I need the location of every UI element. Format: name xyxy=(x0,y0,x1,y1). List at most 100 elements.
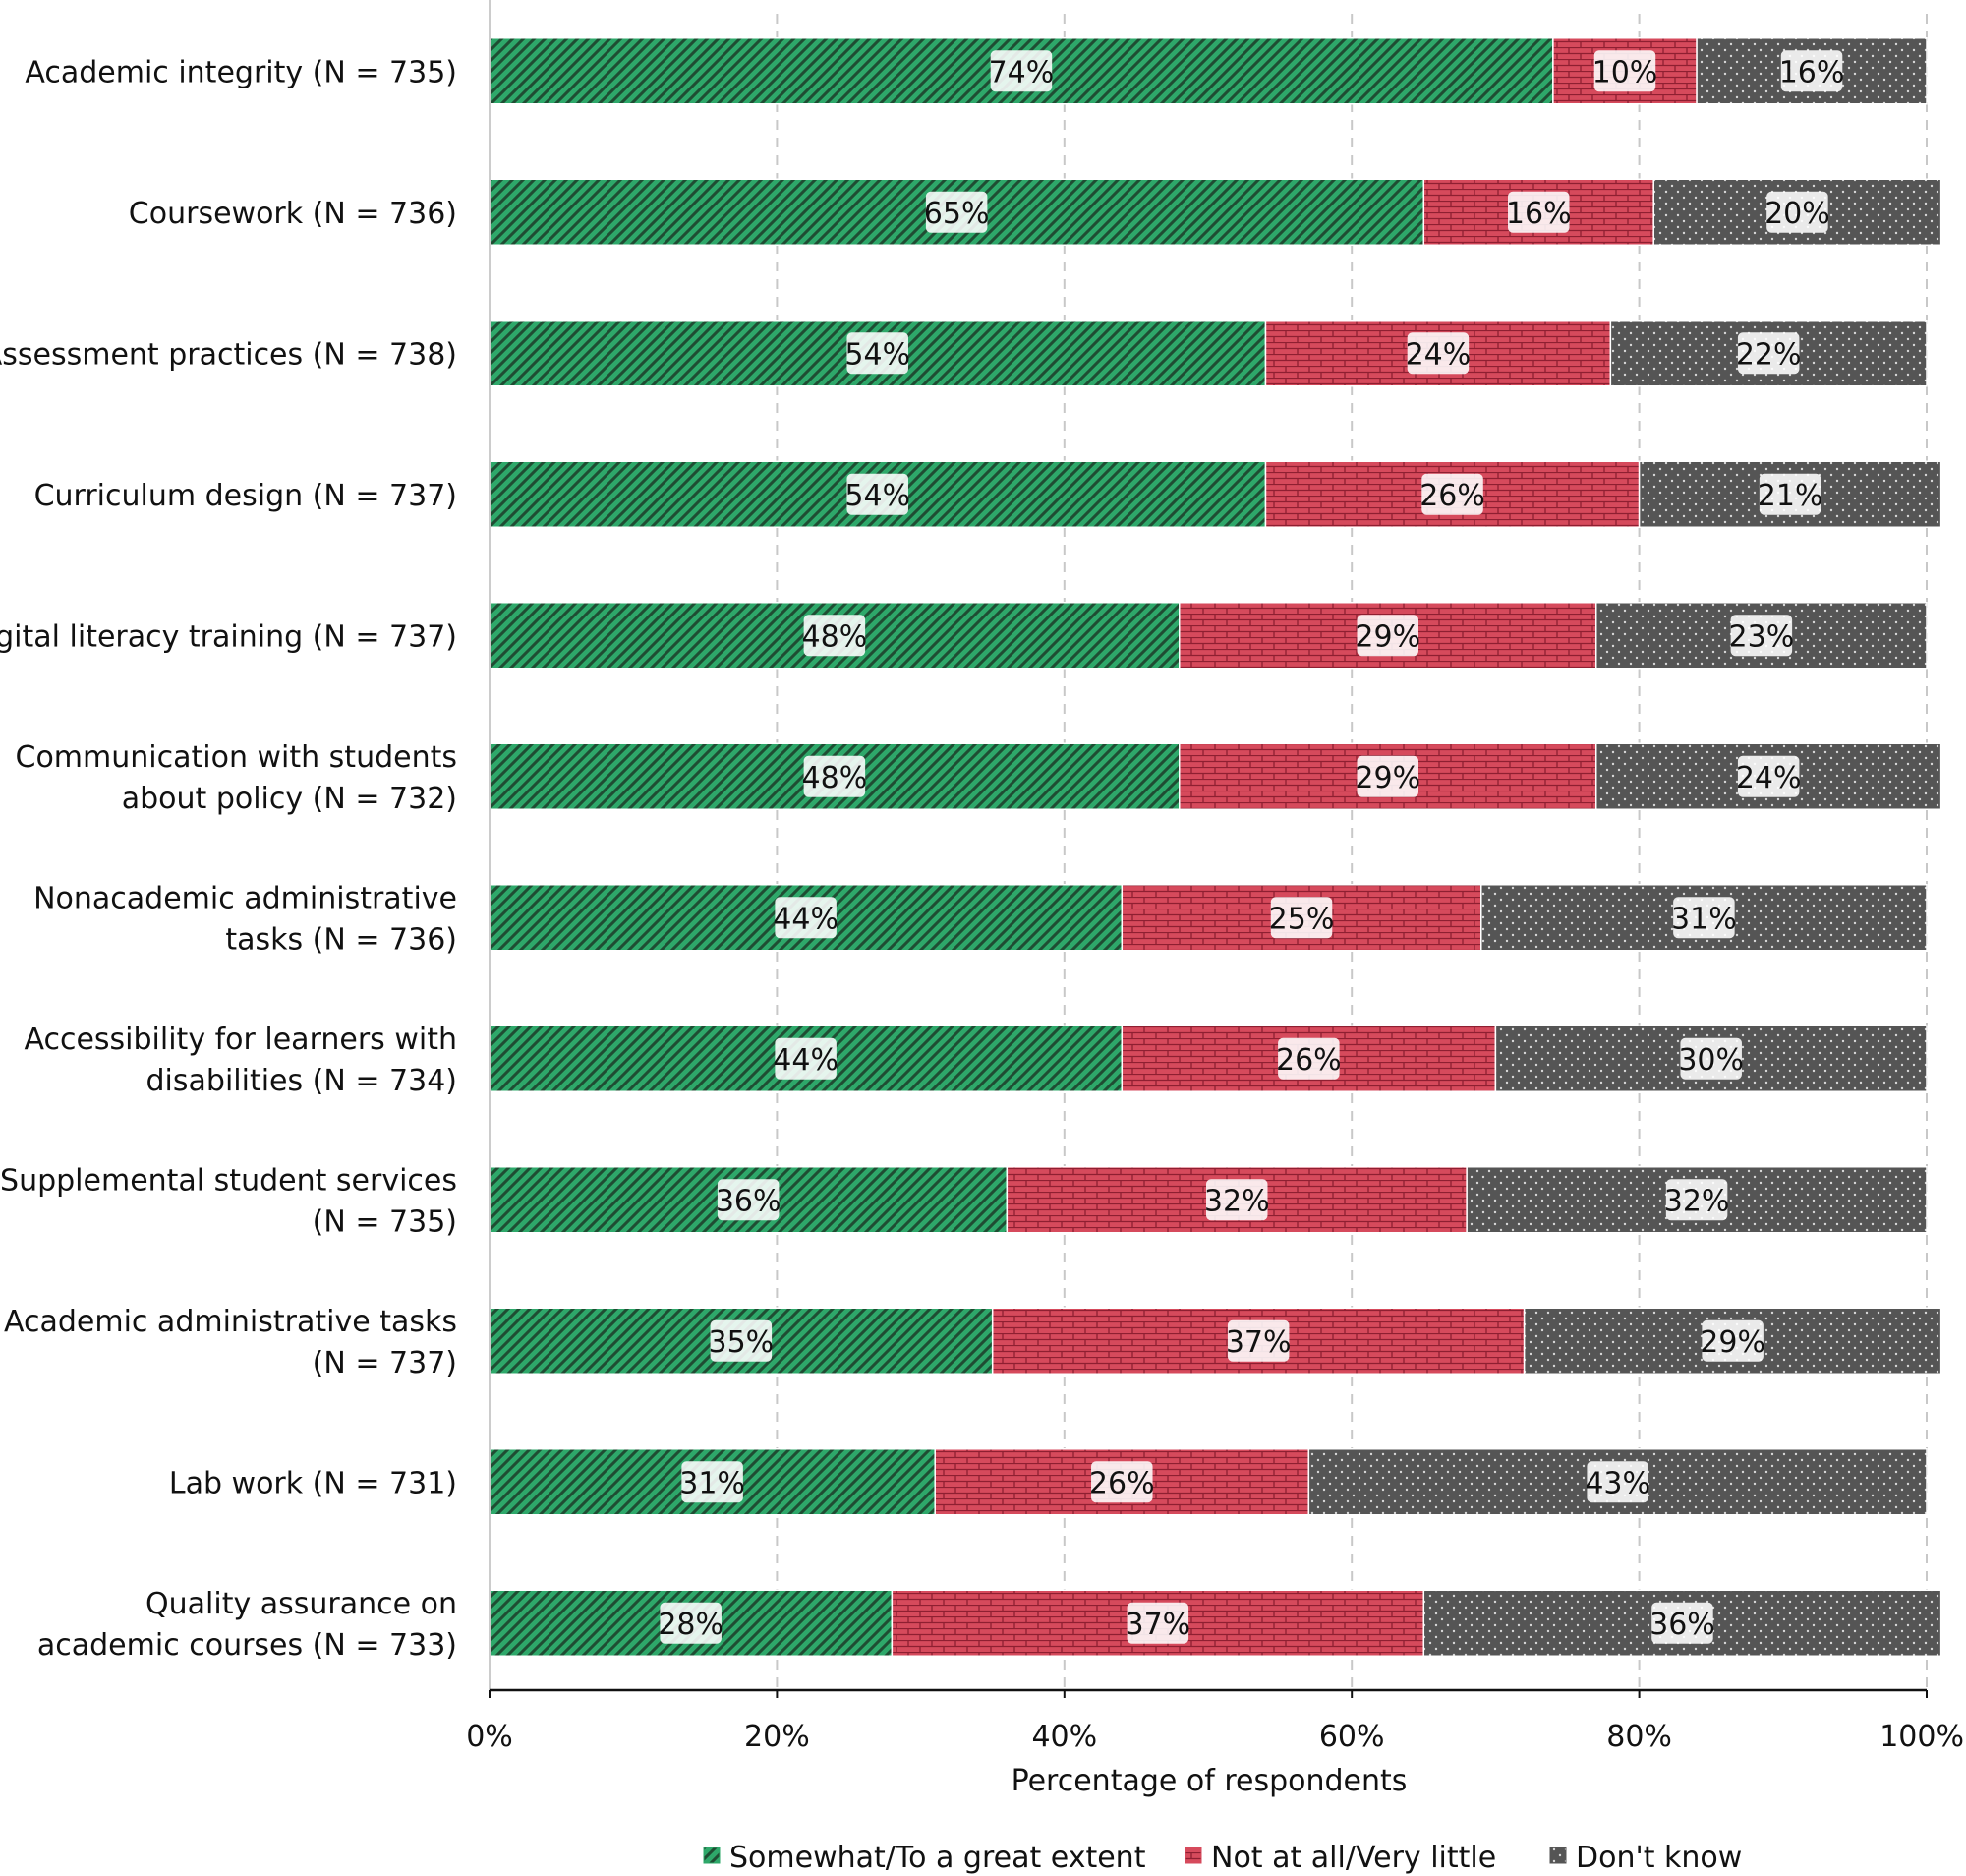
value-label: 16% xyxy=(1506,197,1572,231)
category-label: Curriculum design (N = 737) xyxy=(34,479,457,513)
value-labels: 74% 10% 16% 65% 16% 20% 54% 24% 22% 54% 26% 21% 48% 2… xyxy=(658,50,1844,1644)
category-label: Digital literacy training (N = 737) xyxy=(0,619,457,654)
value-label: 31% xyxy=(679,1466,745,1500)
value-label-box xyxy=(775,1037,837,1080)
value-label-box xyxy=(1680,1037,1742,1080)
value-label: 31% xyxy=(1671,902,1737,936)
value-label: 26% xyxy=(1276,1043,1342,1078)
x-tick-label: 40% xyxy=(1031,1720,1097,1754)
category-label: about policy (N = 732) xyxy=(122,782,457,816)
value-label-box xyxy=(1730,615,1793,657)
value-label-box xyxy=(1091,1461,1153,1503)
category-label: Academic administrative tasks xyxy=(4,1305,457,1339)
value-label-box xyxy=(717,1179,780,1221)
value-label-box xyxy=(803,615,866,657)
category-label: Supplemental student services xyxy=(0,1163,457,1198)
category-label: Communication with students xyxy=(16,740,458,775)
value-label-box xyxy=(1673,897,1735,939)
value-label-box xyxy=(1270,897,1333,939)
value-label: 29% xyxy=(1355,619,1420,654)
value-label: 24% xyxy=(1736,761,1802,795)
value-label-box xyxy=(1357,615,1418,657)
value-label-box xyxy=(1665,1179,1728,1221)
value-label: 48% xyxy=(802,761,868,795)
category-label: Assessment practices (N = 738) xyxy=(0,337,457,372)
value-label: 36% xyxy=(716,1184,781,1218)
value-label-box xyxy=(803,755,866,797)
value-label-box xyxy=(1357,755,1418,797)
value-label-box xyxy=(1227,1319,1290,1362)
value-label: 44% xyxy=(773,1043,838,1078)
category-label: Academic integrity (N = 735) xyxy=(25,55,457,89)
value-label-box xyxy=(1766,191,1828,233)
category-label: disabilities (N = 734) xyxy=(146,1064,457,1098)
value-label: 35% xyxy=(709,1325,775,1360)
value-label-box xyxy=(775,897,837,939)
value-label-box xyxy=(925,191,988,233)
category-label: Quality assurance on xyxy=(145,1587,457,1621)
value-label: 30% xyxy=(1678,1043,1744,1078)
value-label: 16% xyxy=(1779,55,1845,89)
x-axis-title: Percentage of respondents xyxy=(1012,1764,1408,1798)
value-label-box xyxy=(1780,50,1843,92)
value-label: 65% xyxy=(924,197,990,231)
value-label: 21% xyxy=(1758,479,1823,513)
value-label: 32% xyxy=(1664,1184,1730,1218)
gridlines xyxy=(776,14,1928,1690)
value-label: 29% xyxy=(1355,761,1420,795)
value-label-box xyxy=(1421,473,1483,515)
category-label: Lab work (N = 731) xyxy=(169,1466,457,1500)
value-label: 37% xyxy=(1226,1325,1292,1360)
x-tick-label: 100% xyxy=(1879,1720,1964,1754)
value-label-box xyxy=(1702,1319,1764,1362)
legend-label: Don't know xyxy=(1576,1841,1742,1875)
value-label-box xyxy=(1737,332,1800,375)
value-label-box xyxy=(846,473,908,515)
value-label: 54% xyxy=(844,337,910,372)
value-label-box xyxy=(1205,1179,1268,1221)
y-axis: Academic integrity (N = 735) Coursework (… xyxy=(0,0,491,1690)
x-tick-label: 20% xyxy=(744,1720,810,1754)
value-label: 44% xyxy=(773,902,838,936)
value-label-box xyxy=(1587,1461,1648,1503)
legend-swatch xyxy=(1549,1847,1567,1864)
value-label: 24% xyxy=(1406,337,1472,372)
value-label: 32% xyxy=(1204,1184,1270,1218)
value-label-box xyxy=(1407,332,1470,375)
value-label: 10% xyxy=(1592,55,1658,89)
value-label: 23% xyxy=(1729,619,1795,654)
category-label: Accessibility for learners with xyxy=(24,1023,457,1057)
value-label: 29% xyxy=(1700,1325,1765,1360)
legend-swatch xyxy=(703,1847,721,1864)
category-label: Nonacademic administrative xyxy=(33,881,457,915)
value-label-box xyxy=(681,1461,743,1503)
value-label-box xyxy=(1127,1602,1189,1644)
value-label: 36% xyxy=(1649,1608,1715,1642)
value-label: 22% xyxy=(1736,337,1802,372)
value-label: 28% xyxy=(658,1608,723,1642)
value-label: 37% xyxy=(1125,1608,1190,1642)
value-label: 20% xyxy=(1764,197,1830,231)
x-tick-label: 80% xyxy=(1606,1720,1672,1754)
value-label-box xyxy=(846,332,908,375)
category-label: Coursework (N = 736) xyxy=(129,197,457,231)
category-label: (N = 737) xyxy=(313,1346,457,1380)
bars xyxy=(489,37,1942,1657)
bar-segment xyxy=(1552,37,1698,105)
value-label-box xyxy=(1593,50,1656,92)
legend-swatch xyxy=(1185,1847,1202,1864)
x-axis: 0% 20% 40% 60% 80% 100% xyxy=(466,1688,1964,1754)
value-label-box xyxy=(660,1602,722,1644)
value-label-box xyxy=(1508,191,1570,233)
x-tick-label: 60% xyxy=(1319,1720,1385,1754)
bar-segment xyxy=(1523,1307,1942,1375)
value-label-box xyxy=(1651,1602,1713,1644)
value-label-box xyxy=(710,1319,773,1362)
value-label: 26% xyxy=(1419,479,1485,513)
x-tick-label: 0% xyxy=(466,1720,513,1754)
value-label: 43% xyxy=(1585,1466,1650,1500)
legend-label: Not at all/Very little xyxy=(1211,1841,1496,1875)
value-label: 74% xyxy=(989,55,1055,89)
legend: Somewhat/To a great extent Not at all/Ver… xyxy=(703,1841,1742,1875)
